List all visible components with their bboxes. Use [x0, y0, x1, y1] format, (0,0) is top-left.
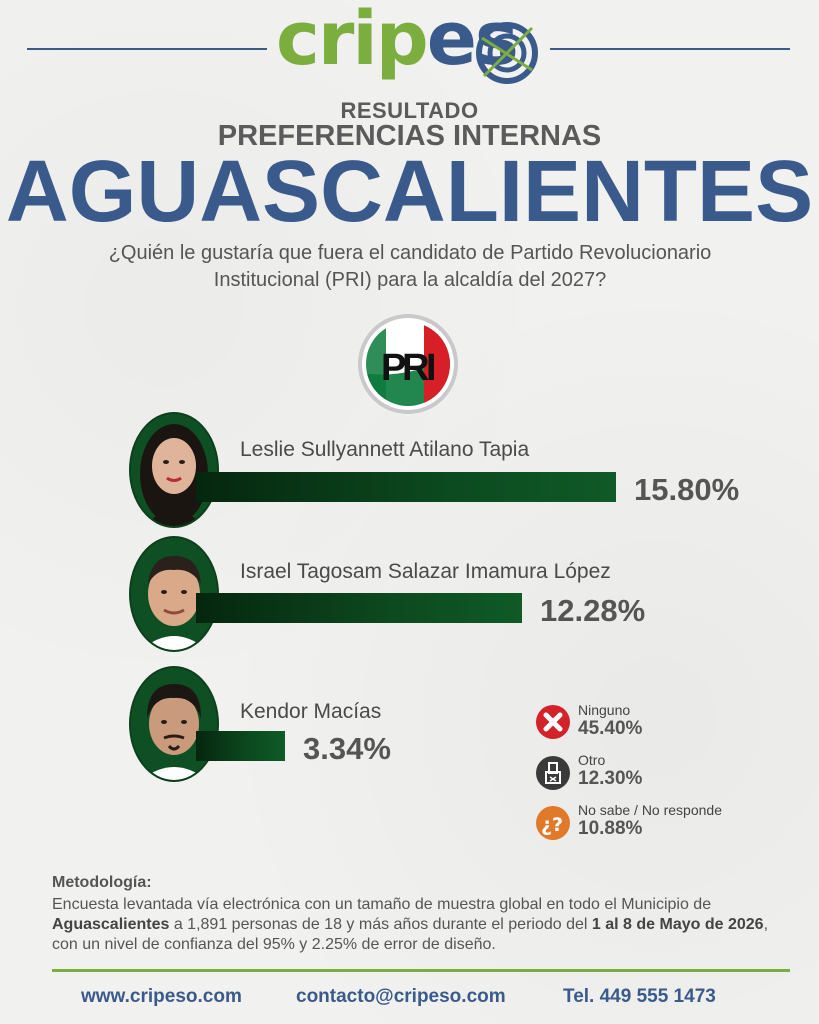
footer-website-link[interactable]: www.cripeso.com [81, 986, 242, 1007]
candidate-name-3: Kendor Macías [240, 700, 382, 723]
result-label: RESULTADO [340, 98, 479, 123]
x-icon [536, 705, 570, 739]
cripeso-logo: cripes [276, 2, 546, 90]
bar-candidate-2 [196, 593, 522, 623]
value-label-1: 15.80% [634, 472, 740, 507]
methodology-text-1: Encuesta levantada vía electrónica con u… [52, 896, 712, 913]
pri-letter-r: R [402, 347, 429, 389]
footer-email-link[interactable]: contacto@cripeso.com [296, 986, 506, 1007]
question-line-2: Institucional (PRI) para la alcaldía del… [213, 269, 607, 291]
methodology-text-3: , con un nivel de confianza del 95% y 2.… [52, 916, 769, 953]
value-label-3: 3.34% [303, 731, 391, 766]
target-icon [476, 22, 538, 84]
header-rule-left [27, 48, 267, 50]
methodology-bold-2: 1 al 8 de Mayo de 2026 [591, 916, 764, 933]
option-value-ninguno: 45.40% [578, 718, 643, 739]
question-icon: ¿? [536, 806, 570, 840]
logo-text-es: es [426, 0, 519, 82]
man-avatar-icon [131, 538, 217, 650]
pri-logo-icon: P R I [358, 314, 458, 414]
bar-candidate-3 [196, 731, 285, 761]
subtitle: PREFERENCIAS INTERNAS [217, 120, 602, 152]
value-label-2: 12.28% [540, 593, 646, 628]
pri-letter-p: P [381, 347, 406, 389]
candidate-photo-1 [131, 414, 217, 526]
ballot-box-icon [536, 756, 570, 790]
bar-candidate-1 [196, 472, 616, 502]
option-value-no-sabe: 10.88% [578, 818, 643, 839]
candidate-name-2: Israel Tagosam Salazar Imamura López [240, 560, 611, 583]
methodology-text: Encuesta levantada vía electrónica con u… [52, 895, 772, 955]
option-label-ninguno: Ninguno [578, 702, 631, 718]
methodology-text-2: a 1,891 personas de 18 y más años durant… [169, 916, 592, 933]
woman-avatar-icon [131, 414, 217, 526]
page-title: AGUASCALIENTES [5, 143, 814, 240]
survey-question: ¿Quién le gustaría que fuera el candidat… [60, 240, 760, 294]
footer-rule [52, 969, 790, 972]
svg-text:¿?: ¿? [541, 814, 563, 836]
candidate-name-1: Leslie Sullyannett Atilano Tapia [240, 438, 530, 461]
header-rule-right [550, 48, 790, 50]
option-value-otro: 12.30% [578, 768, 643, 789]
option-label-no-sabe: No sabe / No responde [578, 802, 722, 818]
logo-text-crip: crip [276, 0, 429, 82]
methodology-title: Metodología: [52, 874, 152, 891]
man-avatar-icon [131, 668, 217, 780]
footer-phone: Tel. 449 555 1473 [563, 986, 716, 1007]
methodology-bold-1: Aguascalientes [52, 916, 170, 933]
pri-letter-i: I [426, 347, 437, 389]
question-line-1: ¿Quién le gustaría que fuera el candidat… [108, 242, 712, 264]
candidate-photo-3 [131, 668, 217, 780]
option-label-otro: Otro [578, 752, 606, 768]
